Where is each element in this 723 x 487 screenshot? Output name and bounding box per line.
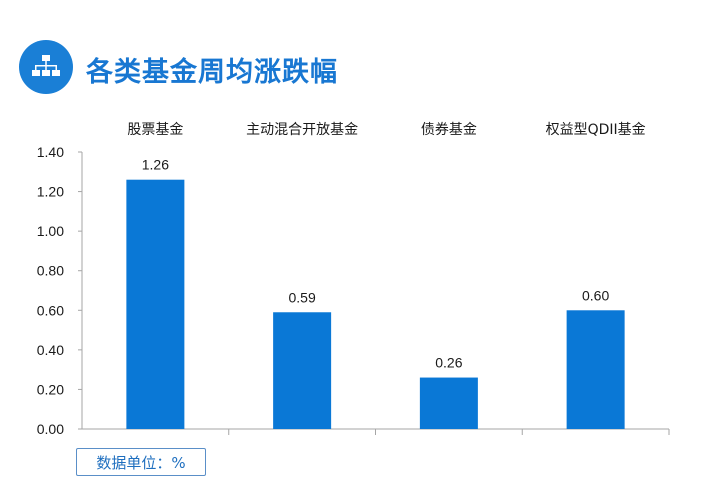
y-tick-label: 0.20 [37, 381, 64, 397]
y-tick-label: 0.40 [37, 342, 64, 358]
category-label: 主动混合开放基金 [246, 121, 358, 138]
y-tick-label: 1.00 [37, 223, 64, 239]
header: 各类基金周均涨跌幅 [0, 0, 723, 110]
category-label: 债券基金 [421, 121, 477, 138]
bar [126, 179, 185, 429]
data-label: 0.59 [289, 289, 316, 305]
y-tick-label: 1.20 [37, 184, 64, 200]
unit-label: 数据单位：% [76, 448, 206, 476]
y-tick-label: 0.00 [37, 421, 64, 437]
category-label: 权益型QDII基金 [546, 121, 646, 138]
bar [566, 310, 625, 429]
y-tick-label: 0.80 [37, 263, 64, 279]
data-label: 0.26 [435, 355, 462, 371]
data-label: 1.26 [142, 157, 169, 173]
bar [273, 312, 332, 429]
hierarchy-icon [19, 40, 73, 94]
category-label: 股票基金 [127, 121, 183, 138]
y-tick-label: 0.60 [37, 302, 64, 318]
data-label: 0.60 [582, 287, 609, 303]
page-title: 各类基金周均涨跌幅 [86, 57, 338, 88]
bar [419, 377, 478, 429]
y-tick-label: 1.40 [37, 144, 64, 160]
